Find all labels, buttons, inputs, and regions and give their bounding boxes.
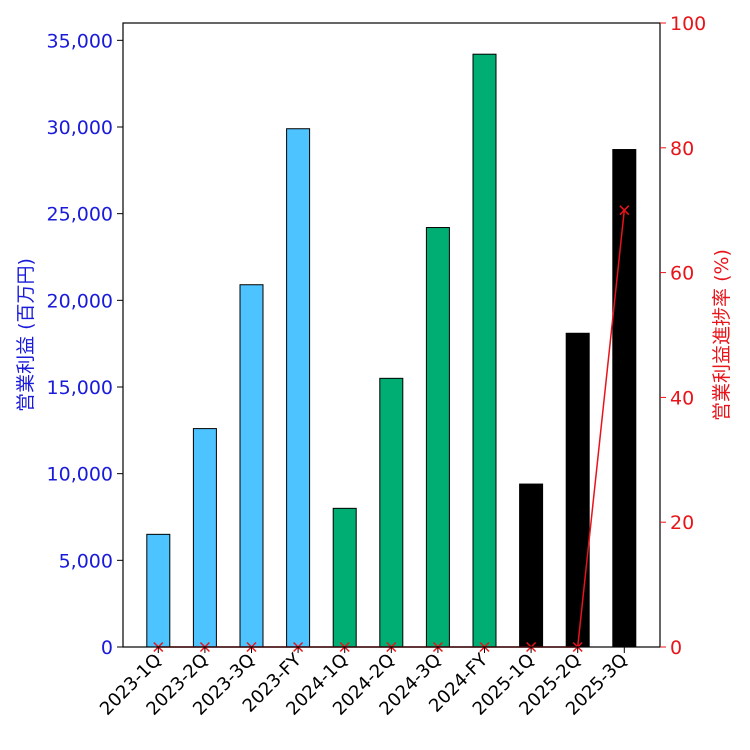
right-tick-label: 60 [670,263,694,285]
left-axis: 0 5,000 10,000 15,000 20,000 25,000 30,000 35,0… [47,30,123,659]
point-2025-3Q [619,205,630,216]
y-axis-label-right: 営業利益進捗率 (%) [711,249,733,421]
bar-2025-2Q [565,332,590,648]
right-axis: 0 20 40 60 80 100 [660,13,706,659]
bar-2025-1Q [519,483,544,648]
bar-2023-3Q [239,284,264,648]
left-tick-label: 15,000 [47,377,113,399]
bar-2025-3Q [612,149,637,648]
bar-2023-1Q [146,533,171,648]
right-tick-label: 0 [670,637,682,659]
left-tick-label: 10,000 [47,464,113,486]
bar-2023-2Q [192,428,217,648]
bar-2024-FY [472,53,497,648]
bar-2024-3Q [425,227,450,648]
left-tick-label: 30,000 [47,117,113,139]
x-axis: 2023-1Q2023-2Q2023-3Q2023-FY2024-1Q2024-… [96,647,632,720]
right-tick-label: 100 [670,13,706,35]
bar-group [146,53,637,648]
right-tick-label: 80 [670,138,694,160]
right-tick-label: 20 [670,512,694,534]
left-tick-label: 35,000 [47,30,113,52]
left-tick-label: 25,000 [47,204,113,226]
y-axis-label-left: 営業利益 (百万円) [15,258,37,412]
left-tick-label: 5,000 [59,550,113,572]
right-tick-label: 40 [670,387,694,409]
left-tick-label: 0 [101,637,113,659]
bar-2024-2Q [379,377,404,648]
left-tick-label: 20,000 [47,290,113,312]
bar-2023-FY [286,128,311,648]
bar-2024-1Q [332,507,357,648]
